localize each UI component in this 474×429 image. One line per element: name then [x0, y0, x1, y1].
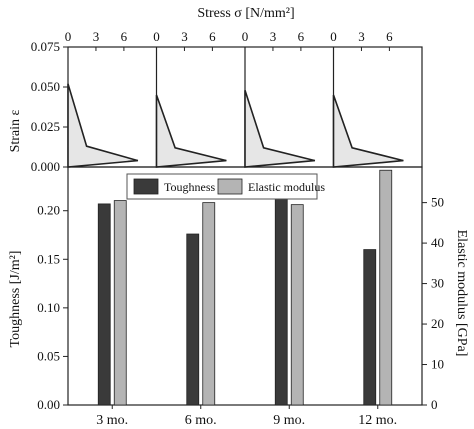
category-label: 9 mo. — [273, 413, 305, 428]
legend-label: Toughness — [164, 180, 215, 194]
elastic-modulus-axis-label: Elastic modulus [GPa] — [454, 230, 469, 357]
stress-tick-label: 3 — [93, 29, 100, 44]
strain-tick-label: 0.050 — [31, 79, 60, 94]
strain-tick-label: 0.025 — [31, 119, 60, 134]
stress-tick-label: 6 — [121, 29, 128, 44]
bar-toughness — [274, 196, 288, 406]
modulus-tick-label: 20 — [431, 316, 444, 331]
bar-elastic-modulus — [202, 202, 216, 406]
stress-tick-label: 3 — [181, 29, 188, 44]
toughness-tick-label: 0.10 — [37, 300, 60, 315]
strain-axis-label: Strain ε — [8, 109, 23, 152]
bar-toughness — [363, 249, 377, 406]
modulus-tick-label: 40 — [431, 235, 444, 250]
stress-strain-curve — [244, 89, 316, 168]
top-axis-label: Stress σ [N/mm²] — [197, 6, 294, 21]
stress-strain-curve — [332, 94, 404, 168]
stress-tick-label: 6 — [386, 29, 393, 44]
stress-tick-label: 3 — [270, 29, 277, 44]
modulus-tick-label: 30 — [431, 276, 444, 291]
category-label: 3 mo. — [96, 413, 128, 428]
modulus-tick-label: 10 — [431, 357, 444, 372]
strain-tick-label: 0.000 — [31, 159, 60, 174]
bar-plot-frame — [67, 166, 423, 406]
category-label: 12 mo. — [358, 413, 397, 428]
toughness-tick-label: 0.15 — [37, 251, 60, 266]
legend-label: Elastic modulus — [248, 180, 325, 194]
bar-elastic-modulus — [113, 200, 127, 406]
bar-elastic-modulus — [290, 204, 304, 406]
bar-toughness — [97, 203, 111, 406]
toughness-axis-label: Toughness [J/m²] — [8, 251, 23, 348]
stress-strain-curve — [155, 94, 227, 168]
category-label: 6 mo. — [185, 413, 217, 428]
bar-elastic-modulus — [379, 169, 393, 406]
stress-tick-label: 0 — [65, 29, 72, 44]
stress-tick-label: 6 — [209, 29, 216, 44]
toughness-tick-label: 0.20 — [37, 203, 60, 218]
modulus-tick-label: 50 — [431, 195, 444, 210]
strain-tick-label: 0.075 — [31, 39, 60, 54]
legend-swatch-elastic-modulus — [217, 178, 243, 195]
legend-swatch-toughness — [133, 178, 159, 195]
bar-toughness — [186, 233, 200, 406]
stress-tick-label: 0 — [153, 29, 160, 44]
toughness-tick-label: 0.00 — [37, 397, 60, 412]
stress-tick-label: 0 — [330, 29, 337, 44]
stress-strain-curve — [67, 83, 139, 168]
modulus-tick-label: 0 — [431, 397, 438, 412]
toughness-tick-label: 0.05 — [37, 348, 60, 363]
stress-tick-label: 6 — [298, 29, 305, 44]
stress-tick-label: 0 — [242, 29, 249, 44]
stress-tick-label: 3 — [358, 29, 365, 44]
